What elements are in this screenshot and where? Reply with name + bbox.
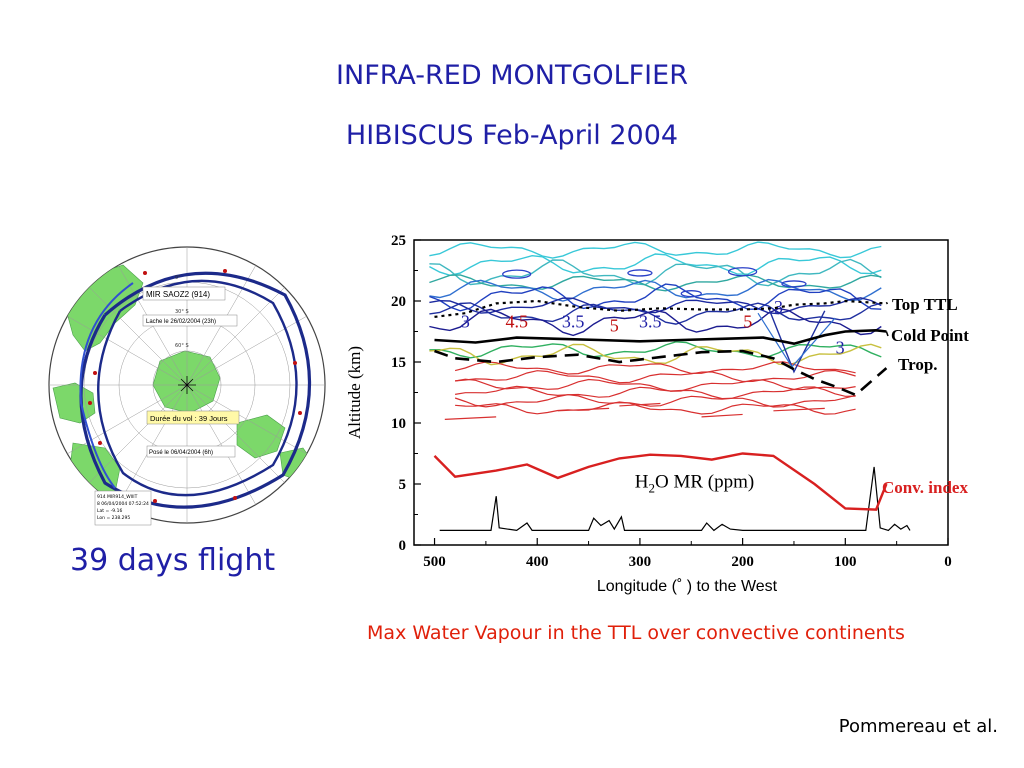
y-tick-label: 5 — [399, 477, 407, 493]
contour-line — [429, 278, 882, 302]
map-landmass-antarctica — [152, 350, 221, 414]
series-label: Conv. index — [882, 478, 968, 497]
map-info-line: 8 06/04/2004 07:52:24 — [97, 501, 149, 507]
x-tick-label: 300 — [629, 554, 652, 570]
chart-axes: 500 400 300 200 100 0 0 5 10 15 20 25 — [391, 233, 952, 570]
contour-line — [429, 302, 882, 325]
contour-value-label: 5 — [610, 315, 619, 335]
convective-spikes — [439, 466, 911, 532]
contour-line — [429, 258, 882, 287]
map-info-line: Lat = -9.16 — [97, 508, 122, 514]
water-vapour-contours — [429, 241, 911, 532]
x-tick-label: 100 — [834, 554, 857, 570]
contour-line — [455, 369, 856, 384]
trajectory-loop-1 — [79, 271, 312, 509]
trajectory-markers — [88, 269, 302, 503]
contour-line — [454, 378, 856, 392]
map-label-duration: Durée du vol : 39 Jours — [150, 414, 228, 423]
contour-loop — [680, 290, 702, 298]
y-tick-label: 25 — [391, 233, 406, 249]
pole-marker-icon — [178, 376, 196, 394]
series-layer — [433, 299, 888, 511]
series-label: Trop. — [898, 355, 938, 374]
trajectory-loop-2 — [97, 279, 298, 497]
x-tick-label: 200 — [731, 554, 754, 570]
lat-label-0: 0° — [175, 275, 181, 281]
contour-line — [429, 343, 882, 366]
y-tick-label: 10 — [391, 416, 406, 432]
contour-loop — [502, 269, 532, 279]
y-tick-label: 0 — [399, 538, 407, 554]
title-line-2: HIBISCUS Feb-April 2004 — [345, 120, 679, 151]
series-conv-index — [433, 452, 888, 511]
contour-line — [557, 407, 610, 412]
contour-value-label: 4.5 — [505, 312, 528, 332]
contour-line — [429, 283, 882, 312]
contour-loop — [627, 269, 653, 277]
contour-line — [429, 253, 882, 277]
y-axis-label: Altitude (km) — [345, 346, 364, 439]
contour-value-label: 3.5 — [639, 312, 662, 332]
contour-loop — [727, 267, 758, 277]
map-info-line: Lon = 238.295 — [97, 515, 130, 521]
series-cold-point — [434, 328, 887, 346]
caption: Max Water Vapour in the TTL over convect… — [367, 622, 905, 644]
x-axis-label: Longitude (˚ ) to the West — [597, 578, 778, 595]
x-tick-label: 500 — [423, 554, 446, 570]
x-tick-label: 0 — [944, 554, 952, 570]
contour-line — [429, 341, 882, 359]
contour-value-label: 3 — [461, 312, 470, 332]
contour-line — [701, 413, 743, 418]
credit: Pommereau et al. — [838, 716, 998, 737]
map-landmass-indonesia — [279, 447, 316, 482]
map-info-line: 914 MIR914_WIIIT — [97, 494, 138, 500]
contour-line — [429, 297, 882, 315]
series-label: Top TTL — [892, 295, 958, 314]
contour-line — [444, 416, 497, 420]
contour-line — [429, 307, 882, 337]
contour-line — [773, 407, 825, 412]
contour-loop — [781, 280, 807, 288]
map-label-landing: Posé le 06/04/2004 (6h) — [149, 450, 213, 456]
lat-label-30: 30° S — [175, 309, 189, 315]
h2o-label: H2O MR (ppm) — [635, 472, 754, 496]
contour-line — [429, 241, 882, 259]
polar-trajectory-map: 60° S 30° S 0° MIR SAOZ2 (914) Lache le … — [48, 246, 326, 526]
contour-line — [455, 401, 856, 415]
contour-line — [455, 385, 856, 400]
contour-value-label: 3.5 — [562, 312, 585, 332]
map-label-instrument: MIR SAOZ2 (914) — [146, 290, 210, 299]
contour-line — [767, 306, 826, 374]
series-top-ttl — [434, 299, 887, 318]
y-tick-label: 20 — [391, 294, 406, 310]
flight-duration-label: 39 days flight — [70, 543, 276, 578]
contour-value-label: 5 — [743, 312, 752, 332]
contour-line — [619, 402, 661, 407]
contour-value-label: 3 — [774, 297, 783, 317]
trajectory-loop-3 — [79, 282, 134, 489]
x-tick-label: 400 — [526, 554, 549, 570]
map-label-launch: Lache le 26/02/2004 (23h) — [146, 319, 216, 325]
lat-label-60: 60° S — [175, 343, 189, 349]
chart-labels: 3 4.5 3.5 5 3.5 5 3 3 Top TTL Cold Point Trop. Conv… — [461, 295, 969, 497]
title-line-1: INFRA-RED MONTGOLFIER — [336, 60, 688, 91]
contour-value-label: 3 — [836, 337, 845, 357]
y-tick-label: 15 — [391, 355, 406, 371]
series-label: Cold Point — [891, 326, 969, 345]
series-trop- — [434, 349, 888, 397]
